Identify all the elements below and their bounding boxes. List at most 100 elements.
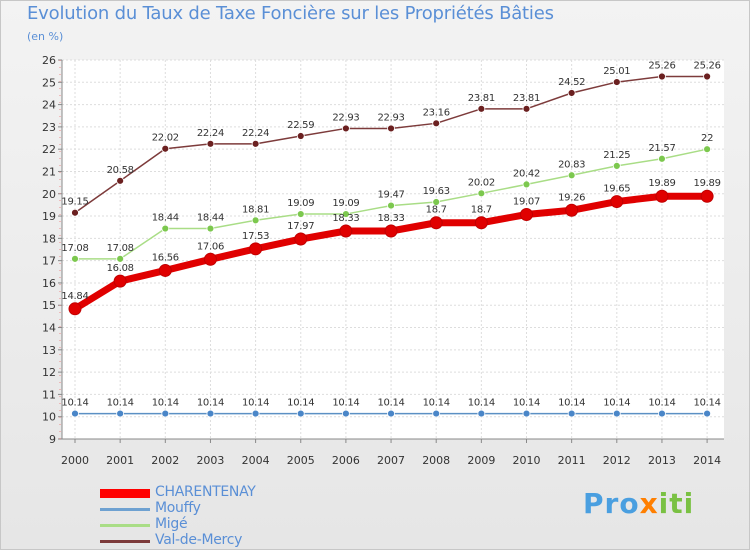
data-point-0 bbox=[113, 274, 127, 288]
data-label-2: 22 bbox=[701, 133, 713, 144]
data-point-0 bbox=[474, 216, 488, 230]
data-label-2: 19.63 bbox=[423, 186, 450, 197]
legend-item-val-de-mercy: Val-de-Mercy bbox=[100, 532, 320, 549]
y-tick-label: 24 bbox=[42, 99, 56, 112]
data-point-0 bbox=[68, 302, 82, 316]
x-tick-label: 2000 bbox=[61, 454, 89, 467]
data-label-1: 10.14 bbox=[197, 398, 224, 409]
data-point-3 bbox=[522, 104, 531, 113]
data-point-2 bbox=[567, 171, 576, 180]
legend: CHARENTENAY Mouffy Migé Val-de-Mercy bbox=[100, 484, 320, 549]
data-label-3: 22.93 bbox=[332, 112, 359, 123]
data-point-2 bbox=[296, 210, 305, 218]
y-tick-label: 16 bbox=[42, 277, 56, 290]
data-label-3: 23.16 bbox=[423, 107, 450, 118]
data-label-3: 24.52 bbox=[558, 77, 585, 88]
data-point-1 bbox=[296, 409, 305, 418]
data-label-1: 10.14 bbox=[107, 398, 134, 409]
data-label-0: 19.65 bbox=[603, 184, 630, 195]
y-tick-label: 26 bbox=[42, 54, 56, 67]
y-tick-label: 20 bbox=[42, 188, 56, 201]
data-label-3: 25.26 bbox=[694, 60, 721, 71]
data-label-3: 20.58 bbox=[107, 165, 134, 176]
data-label-1: 10.14 bbox=[603, 398, 630, 409]
legend-item-mouffy: Mouffy bbox=[100, 500, 320, 517]
data-label-1: 10.14 bbox=[287, 398, 314, 409]
legend-swatch-charentenay bbox=[100, 489, 150, 498]
data-point-2 bbox=[658, 154, 666, 163]
data-point-2 bbox=[71, 254, 79, 263]
x-tick-label: 2010 bbox=[513, 454, 541, 467]
data-point-0 bbox=[339, 224, 353, 238]
data-point-3 bbox=[703, 72, 711, 81]
data-label-2: 21.57 bbox=[648, 143, 675, 154]
data-label-1: 10.14 bbox=[468, 398, 495, 409]
data-label-2: 19.09 bbox=[287, 198, 314, 209]
data-label-0: 18.7 bbox=[426, 205, 447, 216]
y-tick-label: 21 bbox=[42, 165, 56, 178]
data-point-2 bbox=[341, 210, 350, 218]
data-point-1 bbox=[251, 409, 260, 418]
data-point-2 bbox=[477, 189, 486, 198]
data-point-1 bbox=[341, 409, 350, 418]
x-tick-label: 2009 bbox=[467, 454, 495, 467]
data-point-1 bbox=[116, 409, 125, 418]
y-tick-label: 25 bbox=[42, 76, 56, 89]
data-label-0: 19.07 bbox=[513, 196, 540, 207]
data-point-1 bbox=[612, 409, 621, 418]
y-tick-label: 18 bbox=[42, 232, 56, 245]
data-label-1: 10.14 bbox=[648, 398, 675, 409]
data-label-3: 25.01 bbox=[603, 66, 630, 77]
data-label-2: 20.42 bbox=[513, 168, 540, 179]
data-point-2 bbox=[522, 180, 531, 189]
y-tick-label: 15 bbox=[42, 299, 56, 312]
data-point-2 bbox=[432, 198, 441, 206]
legend-swatch-mige bbox=[100, 524, 150, 527]
data-label-3: 22.59 bbox=[287, 120, 314, 131]
data-label-3: 23.81 bbox=[468, 93, 495, 104]
data-point-1 bbox=[477, 409, 486, 418]
data-label-2: 18.44 bbox=[197, 213, 224, 224]
data-label-0: 18.33 bbox=[377, 213, 404, 224]
x-tick-label: 2007 bbox=[377, 454, 405, 467]
data-label-0: 16.56 bbox=[152, 252, 179, 263]
data-point-3 bbox=[71, 208, 79, 217]
data-point-2 bbox=[387, 201, 395, 210]
data-label-2: 17.08 bbox=[61, 243, 88, 254]
data-point-2 bbox=[612, 161, 621, 170]
data-label-0: 14.84 bbox=[61, 291, 88, 302]
x-tick-label: 2003 bbox=[196, 454, 224, 467]
data-label-2: 18.44 bbox=[152, 213, 179, 224]
data-label-1: 10.14 bbox=[558, 398, 585, 409]
legend-label-charentenay: CHARENTENAY bbox=[155, 484, 256, 500]
proxiti-logo: Proxiti bbox=[583, 487, 694, 520]
data-point-3 bbox=[658, 72, 666, 81]
chart-title: Evolution du Taux de Taxe Foncière sur l… bbox=[27, 3, 554, 24]
data-point-0 bbox=[610, 195, 624, 209]
data-point-1 bbox=[71, 409, 79, 418]
data-point-3 bbox=[477, 104, 486, 113]
x-tick-label: 2011 bbox=[558, 454, 586, 467]
data-label-1: 10.14 bbox=[152, 398, 179, 409]
data-label-1: 10.14 bbox=[377, 398, 404, 409]
data-point-2 bbox=[206, 224, 215, 233]
data-point-1 bbox=[206, 409, 215, 418]
data-point-3 bbox=[567, 89, 576, 97]
data-point-0 bbox=[294, 232, 308, 246]
data-point-2 bbox=[116, 254, 125, 263]
data-point-3 bbox=[296, 132, 305, 140]
data-point-0 bbox=[203, 252, 217, 266]
data-label-3: 23.81 bbox=[513, 93, 540, 104]
data-point-1 bbox=[658, 409, 666, 418]
y-tick-label: 14 bbox=[42, 322, 56, 335]
data-label-1: 10.14 bbox=[694, 398, 721, 409]
legend-label-val-de-mercy: Val-de-Mercy bbox=[155, 532, 243, 548]
data-label-3: 22.24 bbox=[242, 128, 269, 139]
data-point-1 bbox=[567, 409, 576, 418]
data-point-3 bbox=[341, 124, 350, 133]
y-unit-label: (en %) bbox=[27, 30, 64, 43]
data-label-3: 22.24 bbox=[197, 128, 224, 139]
data-label-0: 17.53 bbox=[242, 231, 269, 242]
data-label-2: 19.09 bbox=[332, 198, 359, 209]
